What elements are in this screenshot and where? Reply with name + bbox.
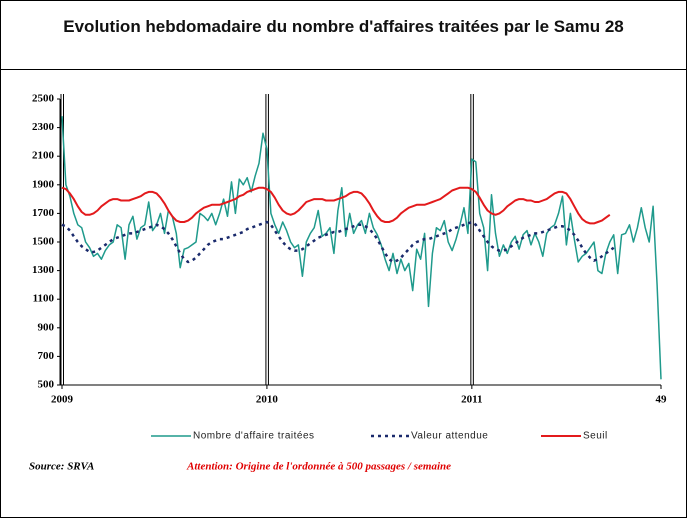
y-tick-label: 1300	[32, 264, 55, 276]
y-tick-label: 700	[38, 350, 55, 362]
series-line	[61, 116, 662, 380]
y-tick-label: 1500	[32, 236, 55, 248]
series-line	[61, 186, 611, 225]
x-tick-label: 49	[656, 394, 668, 406]
legend-label: Nombre d'affaire traitées	[193, 431, 315, 442]
y-tick-label: 2500	[32, 93, 55, 105]
y-tick-label: 1100	[33, 293, 55, 305]
y-tick-label: 1700	[32, 207, 55, 219]
y-tick-label: 2300	[32, 121, 55, 133]
y-tick-label: 1900	[32, 178, 55, 190]
y-tick-label: 2100	[32, 150, 55, 162]
chart-title: Evolution hebdomadaire du nombre d'affai…	[63, 17, 624, 36]
y-tick-label: 900	[38, 321, 55, 333]
legend-label: Valeur attendue	[411, 431, 488, 442]
source: Source: SRVA	[29, 461, 94, 473]
series-line	[61, 220, 615, 264]
title-box: Evolution hebdomadaire du nombre d'affai…	[1, 1, 686, 70]
legend-label: Seuil	[583, 431, 608, 442]
x-tick-label: 2011	[461, 394, 482, 406]
x-tick-label: 2010	[256, 394, 279, 406]
y-tick-label: 500	[38, 379, 55, 391]
note: Attention: Origine de l'ordonnée à 500 p…	[186, 461, 451, 473]
x-tick-label: 2009	[51, 394, 74, 406]
